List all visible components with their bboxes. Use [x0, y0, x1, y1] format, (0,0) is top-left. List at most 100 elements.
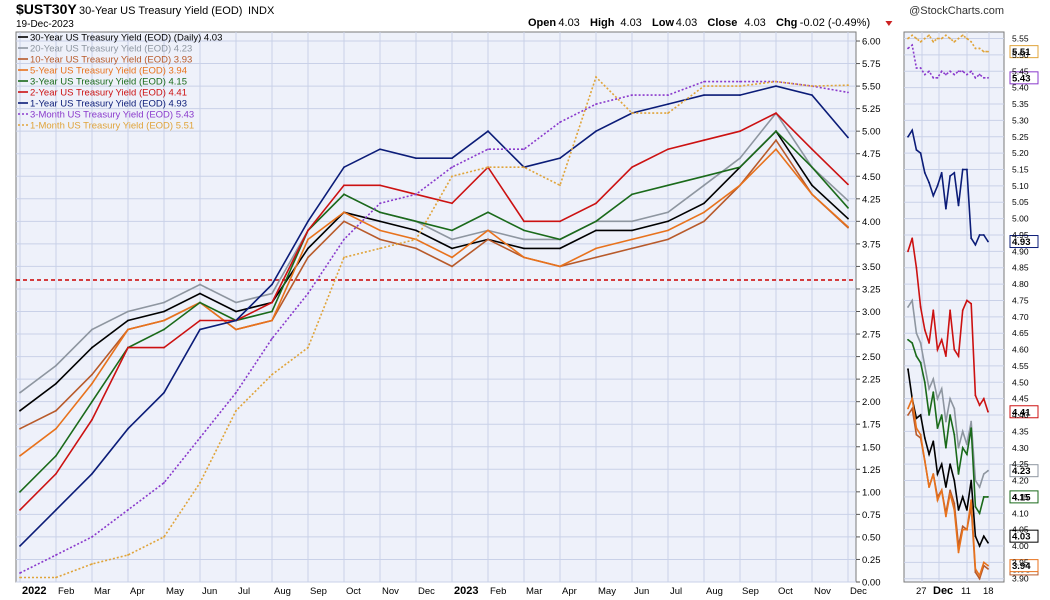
- chart-date: 19-Dec-2023: [16, 19, 74, 30]
- data-point: [379, 229, 381, 232]
- data-point: [949, 492, 952, 495]
- data-point: [966, 168, 968, 171]
- data-point: [987, 568, 989, 570]
- legend-entry: 10-Year US Treasury Yield (EOD) 3.93: [30, 55, 192, 66]
- data-point: [199, 283, 201, 286]
- data-point: [199, 301, 201, 304]
- data-point: [974, 76, 977, 79]
- data-point: [451, 238, 453, 241]
- zoom-x-tick-label: 18: [983, 586, 994, 597]
- data-point: [928, 181, 930, 184]
- data-point: [127, 346, 129, 349]
- data-point: [19, 409, 21, 412]
- x-tick-label: Jul: [670, 586, 682, 597]
- zoom-y-tick-label: 4.50: [1012, 377, 1029, 387]
- data-point: [974, 47, 977, 50]
- data-point: [847, 183, 849, 186]
- x-tick-label: 2023: [454, 585, 478, 597]
- data-point: [703, 94, 705, 97]
- ohlc-readout: Open 4.03 High 4.03 Low 4.03 Close 4.03 Chg -0.02…: [528, 17, 893, 29]
- data-point: [940, 387, 943, 390]
- data-point: [595, 256, 597, 259]
- data-point: [739, 85, 741, 87]
- data-point: [163, 319, 165, 322]
- data-point: [923, 37, 926, 40]
- data-point: [667, 220, 669, 223]
- data-point: [970, 40, 973, 43]
- y-tick-label: 4.75: [862, 149, 881, 160]
- data-point: [923, 329, 926, 331]
- end-value-label: 4.03: [1012, 532, 1031, 543]
- y-tick-label: 1.50: [862, 442, 881, 453]
- legend-entry: 3-Year US Treasury Yield (EOD) 4.15: [30, 77, 187, 88]
- data-point: [523, 247, 525, 250]
- data-point: [923, 365, 926, 367]
- data-point: [775, 85, 777, 87]
- x-tick-label: Sep: [742, 586, 759, 597]
- data-point: [987, 410, 989, 413]
- data-point: [907, 368, 909, 371]
- zoom-y-tick-label: 5.00: [1012, 214, 1029, 224]
- data-point: [966, 443, 968, 446]
- data-point: [163, 536, 165, 538]
- data-point: [919, 40, 922, 43]
- zoom-series-line-7: [907, 43, 988, 79]
- y-tick-label: 0.50: [862, 532, 881, 543]
- data-point: [915, 433, 918, 436]
- zoom-series-line-5: [907, 237, 989, 413]
- data-point: [957, 37, 960, 40]
- data-point: [944, 73, 947, 76]
- data-point: [974, 505, 977, 508]
- data-point: [928, 486, 930, 488]
- data-point: [415, 220, 417, 223]
- data-point: [163, 310, 165, 313]
- data-point: [127, 427, 129, 430]
- zoom-y-tick-label: 3.95: [1012, 557, 1029, 567]
- main-y-axis: 0.00 0.25 0.50 0.75 1.00 1.25 1.50 1.75 2.00 2.25…: [856, 37, 881, 589]
- data-point: [944, 446, 947, 449]
- data-point: [199, 319, 201, 322]
- data-point: [775, 139, 777, 142]
- data-point: [523, 148, 525, 151]
- data-point: [957, 473, 960, 475]
- data-point: [595, 130, 597, 133]
- data-point: [847, 136, 849, 139]
- data-point: [703, 184, 705, 187]
- end-value-badge: [1009, 405, 1039, 419]
- data-point: [775, 80, 777, 83]
- data-point: [982, 50, 985, 53]
- data-point: [127, 319, 129, 322]
- zoom-series-line-1: [907, 298, 989, 489]
- data-point: [987, 240, 989, 243]
- data-point: [19, 454, 21, 457]
- series-line-1: [19, 111, 849, 394]
- data-point: [953, 479, 956, 482]
- data-point: [982, 473, 985, 475]
- data-point: [915, 332, 918, 335]
- data-point: [932, 40, 935, 43]
- data-point: [970, 302, 973, 305]
- data-point: [667, 103, 669, 106]
- legend-entry: 1-Year US Treasury Yield (EOD) 4.93: [30, 99, 187, 110]
- ohlc-value: 4.03: [620, 17, 641, 29]
- data-point: [919, 67, 922, 69]
- data-point: [415, 193, 417, 196]
- data-point: [631, 193, 633, 196]
- data-point: [978, 234, 981, 236]
- data-point: [703, 175, 705, 178]
- y-tick-label: 1.75: [862, 420, 881, 431]
- y-tick-label: 2.50: [862, 352, 881, 363]
- zoom-y-tick-label: 4.35: [1012, 426, 1029, 436]
- data-point: [987, 564, 989, 567]
- data-point: [343, 166, 345, 169]
- data-point: [127, 554, 129, 556]
- x-tick-label: Mar: [526, 586, 542, 597]
- x-tick-label: Oct: [346, 586, 361, 597]
- data-point: [978, 47, 981, 50]
- data-point: [271, 337, 273, 340]
- data-point: [451, 202, 453, 205]
- data-point: [928, 387, 930, 390]
- data-point: [953, 171, 956, 174]
- data-point: [970, 479, 973, 482]
